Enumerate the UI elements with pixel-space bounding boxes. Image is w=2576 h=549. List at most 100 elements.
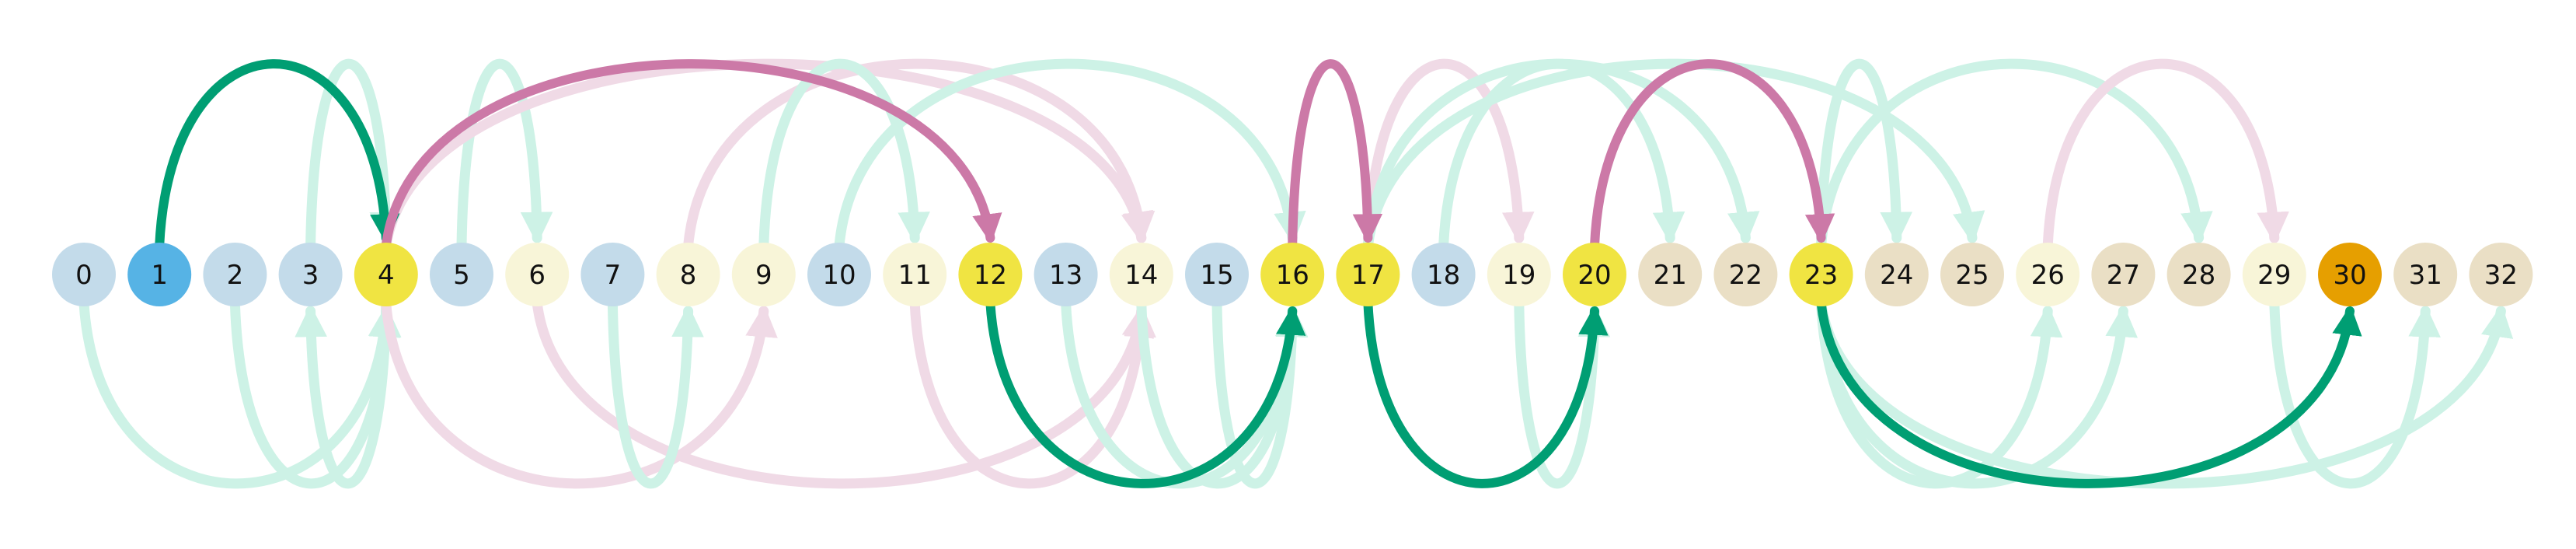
node-circle	[807, 243, 871, 306]
node-20: 20	[1563, 243, 1626, 306]
node-31: 31	[2393, 243, 2458, 306]
faded-edge-29-to-31	[2269, 298, 2441, 489]
highlighted-path-layer	[155, 59, 2362, 488]
node-label: 14	[1124, 260, 1158, 291]
faded-edge-23-to-27	[1816, 298, 2138, 489]
node-label: 17	[1351, 260, 1385, 291]
node-circle	[1940, 243, 2004, 306]
faded-edge-23-to-28	[1816, 58, 2213, 251]
node-circle	[2016, 243, 2080, 306]
node-circle	[2166, 243, 2231, 306]
faded-edge-19-to-20	[1514, 298, 1611, 489]
node-circle	[731, 243, 796, 306]
node-5: 5	[430, 243, 493, 306]
faded-edge-23-to-32	[1816, 298, 2514, 489]
node-4: 4	[354, 243, 418, 306]
node-32: 32	[2469, 243, 2533, 306]
node-18: 18	[1411, 243, 1476, 306]
faded-edge-0-to-4	[78, 298, 401, 489]
node-circle	[127, 243, 192, 306]
faded-edge-8-to-14	[683, 58, 1156, 251]
node-24: 24	[1864, 243, 1929, 306]
node-circle	[1638, 243, 1703, 306]
path-edge-1-to-4	[155, 59, 400, 250]
path-edge-17-to-20	[1363, 299, 1609, 488]
node-9: 9	[731, 243, 796, 306]
nodes-layer: 0 1 2 3 4 5 6 7 8 9 10 11 12 13 14 15 16 17 18 19 20 21 22 23 24…	[52, 243, 2533, 306]
node-circle	[203, 243, 267, 306]
node-circle	[2091, 243, 2156, 306]
node-label: 18	[1427, 260, 1460, 291]
node-label: 5	[453, 260, 470, 291]
node-circle	[958, 243, 1023, 306]
node-label: 32	[2484, 260, 2518, 291]
node-1: 1	[127, 243, 192, 306]
faded-edge-17-to-19	[1362, 58, 1535, 251]
node-label: 22	[1729, 260, 1762, 291]
node-29: 29	[2242, 243, 2306, 306]
node-14: 14	[1109, 243, 1173, 306]
node-label: 7	[605, 260, 622, 291]
node-circle	[1713, 243, 1778, 306]
faded-edge-3-to-4	[305, 58, 403, 251]
node-label: 19	[1502, 260, 1535, 291]
node-label: 21	[1654, 260, 1687, 291]
node-label: 15	[1200, 260, 1233, 291]
node-label: 25	[1955, 260, 1989, 291]
node-label: 29	[2257, 260, 2291, 291]
node-label: 0	[75, 260, 92, 291]
node-0: 0	[52, 243, 116, 306]
faded-edge-4-to-9	[381, 298, 778, 489]
node-circle	[52, 243, 116, 306]
node-7: 7	[580, 243, 645, 306]
node-circle	[1487, 243, 1551, 306]
node-6: 6	[505, 243, 570, 306]
path-edge-4-to-12	[381, 59, 1002, 250]
node-28: 28	[2166, 243, 2231, 306]
path-edge-20-to-23	[1590, 59, 1835, 250]
faded-edge-23-to-24	[1816, 58, 1913, 251]
node-circle	[580, 243, 645, 306]
faded-edge-9-to-11	[758, 58, 930, 251]
node-label: 13	[1049, 260, 1082, 291]
node-circle	[1185, 243, 1249, 306]
node-circle	[1109, 243, 1173, 306]
node-label: 6	[528, 260, 546, 291]
faded-edge-26-to-29	[2042, 58, 2289, 251]
node-circle	[278, 243, 343, 306]
node-circle	[2469, 243, 2533, 306]
node-8: 8	[656, 243, 720, 306]
node-30: 30	[2318, 243, 2382, 306]
node-21: 21	[1638, 243, 1703, 306]
faded-edge-10-to-16	[834, 58, 1306, 251]
faded-edge-14-to-16	[1136, 298, 1308, 489]
node-circle	[2393, 243, 2458, 306]
faded-edge-17-to-25	[1362, 58, 1985, 251]
faded-edge-17-to-22	[1362, 58, 1760, 251]
node-circle	[430, 243, 493, 306]
node-circle	[1864, 243, 1929, 306]
node-circle	[656, 243, 720, 306]
node-circle	[1789, 243, 1853, 306]
node-circle	[1034, 243, 1098, 306]
node-25: 25	[1940, 243, 2004, 306]
node-label: 11	[898, 260, 932, 291]
node-15: 15	[1185, 243, 1249, 306]
node-label: 9	[755, 260, 772, 291]
node-circle	[1411, 243, 1476, 306]
path-edge-23-to-30	[1816, 299, 2362, 488]
node-label: 10	[822, 260, 856, 291]
node-19: 19	[1487, 243, 1551, 306]
node-label: 16	[1276, 260, 1309, 291]
node-17: 17	[1336, 243, 1400, 306]
node-label: 4	[378, 260, 395, 291]
node-label: 12	[974, 260, 1007, 291]
node-label: 27	[2107, 260, 2140, 291]
node-label: 1	[151, 260, 168, 291]
faded-edge-11-to-14	[909, 298, 1156, 489]
node-3: 3	[278, 243, 343, 306]
node-label: 26	[2031, 260, 2065, 291]
node-label: 28	[2182, 260, 2215, 291]
node-27: 27	[2091, 243, 2156, 306]
node-23: 23	[1789, 243, 1853, 306]
